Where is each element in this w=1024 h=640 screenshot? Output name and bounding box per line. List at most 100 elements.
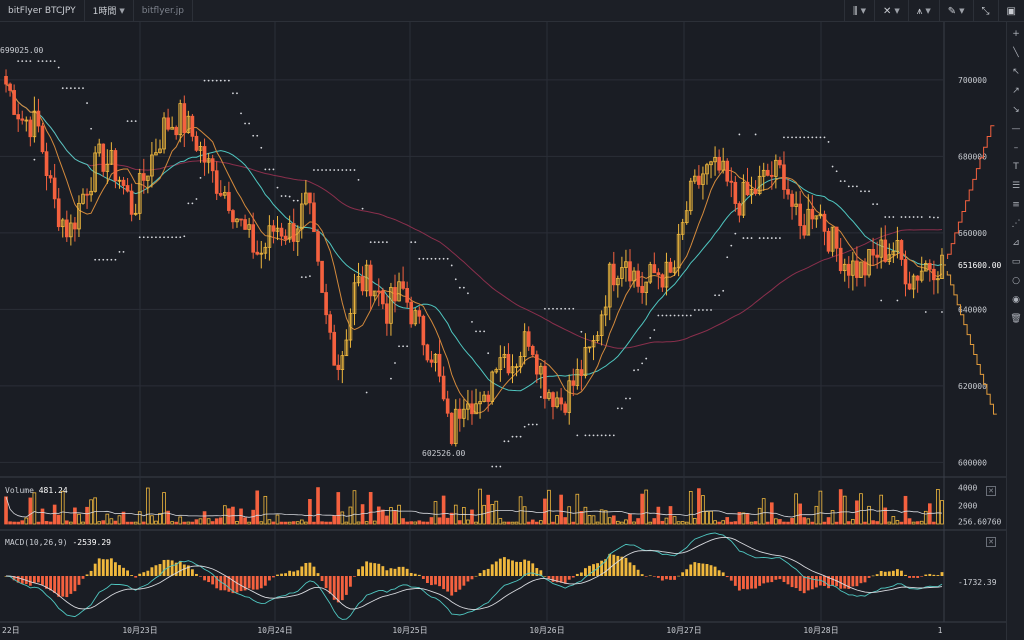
volume-bar <box>312 521 316 525</box>
macd-histogram-bar <box>203 576 206 581</box>
volume-bar <box>401 518 405 525</box>
sar-dot <box>665 314 668 317</box>
sar-dot <box>868 190 870 193</box>
candle-body <box>851 260 855 276</box>
sar-dot <box>851 185 854 188</box>
interval-select[interactable]: 1時間 ▼ <box>85 0 134 22</box>
sar-dot <box>406 345 409 348</box>
sar-dot <box>394 362 396 364</box>
volume-bar <box>620 521 624 525</box>
sar-dot <box>823 136 826 139</box>
sar-dot <box>252 134 255 137</box>
minus-icon[interactable]: – <box>1013 142 1019 153</box>
candle-body <box>336 364 341 370</box>
sar-dot <box>787 136 789 139</box>
volume-bar <box>940 500 944 525</box>
compare-button[interactable]: ⩚ ▼ <box>907 0 939 22</box>
volume-bar <box>121 511 126 525</box>
volume-bar <box>936 489 940 525</box>
sar-dot <box>167 236 169 239</box>
macd-histogram-bar <box>353 576 356 577</box>
macd-histogram-bar <box>417 574 421 576</box>
measure-icon[interactable]: ▭ <box>1011 256 1021 267</box>
volume-bar <box>255 490 260 525</box>
sar-dot <box>479 330 481 333</box>
sar-dot <box>843 180 846 183</box>
draw-button[interactable]: ✎ ▼ <box>938 0 973 22</box>
macd-histogram-bar <box>535 568 539 576</box>
source-url[interactable]: bitflyer.jp <box>134 0 194 22</box>
crosshair-icon[interactable]: + <box>1012 28 1020 39</box>
volume-bar <box>449 512 454 525</box>
volume-bar <box>405 521 409 525</box>
volume-bar <box>684 521 689 525</box>
candle-body <box>437 353 442 377</box>
arrow-up-icon[interactable]: ↗ <box>1012 85 1020 96</box>
candle-body <box>405 287 409 303</box>
candle-body <box>936 278 940 281</box>
sar-dot <box>495 465 498 468</box>
ruler-icon[interactable]: ⊿ <box>1012 237 1020 248</box>
volume-bar <box>911 521 916 525</box>
candle-body <box>575 369 580 386</box>
fib-icon[interactable]: ≡ <box>1012 199 1020 210</box>
volume-bar <box>697 488 701 525</box>
macd-histogram-bar <box>316 573 320 576</box>
macd-histogram-bar <box>640 574 644 576</box>
close-icon[interactable]: ✕ <box>986 486 996 496</box>
macd-histogram-bar <box>498 558 502 576</box>
volume-bar <box>190 521 195 525</box>
candle-body <box>93 152 97 192</box>
sar-dot <box>657 314 660 317</box>
candle-body <box>709 161 713 166</box>
channel-icon[interactable]: ☰ <box>1011 180 1021 191</box>
candle-body <box>291 223 296 242</box>
sar-dot <box>284 195 287 197</box>
candle-body <box>263 246 268 254</box>
pattern-icon[interactable]: ⋰ <box>1011 218 1021 229</box>
macd-histogram-bar <box>620 556 624 576</box>
sar-dot <box>57 66 60 69</box>
arrow-down-icon[interactable]: ↘ <box>1012 104 1020 115</box>
sar-dot <box>17 60 20 63</box>
macd-axis-label: -1732.39 <box>958 578 997 587</box>
volume-bar <box>915 521 920 525</box>
volume-bar <box>563 517 567 525</box>
indicators-button[interactable]: ✕ ▼ <box>873 0 908 22</box>
price-chart[interactable]: 700000 680000 660000 640000 620000 600000 22日 1… <box>0 22 1006 640</box>
line-icon[interactable]: ╲ <box>1013 47 1019 58</box>
trash-icon[interactable]: 🗑 <box>1010 313 1022 324</box>
candle-body <box>883 239 888 262</box>
eye-icon[interactable]: ◉ <box>1012 294 1020 305</box>
chart-type-button[interactable]: ⫼ ▼ <box>843 0 874 22</box>
arrow-icon[interactable]: ↖ <box>1012 66 1020 77</box>
macd-histogram-bar <box>474 575 478 577</box>
screenshot-button[interactable]: ▣ <box>997 0 1024 22</box>
macd-histogram-bar <box>385 570 389 576</box>
candle-body <box>178 103 183 136</box>
volume-bar <box>441 495 446 525</box>
volume-bar <box>453 504 458 525</box>
macd-histogram-bar <box>247 576 251 589</box>
sar-dot <box>795 136 798 139</box>
sar-dot <box>718 294 721 297</box>
volume-tick-label: 256.60760 <box>958 518 1002 527</box>
candle-body <box>591 340 596 348</box>
volume-bar <box>863 521 867 525</box>
sar-dot <box>548 307 550 310</box>
volume-bar <box>352 490 357 525</box>
volume-bar <box>299 519 304 525</box>
candle-body <box>506 353 511 374</box>
symbol-label[interactable]: bitFlyer BTCJPY <box>0 0 85 22</box>
macd-histogram-bar <box>770 576 774 583</box>
candle-body <box>267 225 272 248</box>
volume-bar <box>174 521 179 525</box>
fullscreen-button[interactable]: ⤡ <box>972 0 998 22</box>
text-icon[interactable]: T <box>1013 161 1019 172</box>
horizontal-line-icon[interactable]: — <box>1011 123 1021 134</box>
candle-body <box>899 240 904 260</box>
circle-icon[interactable]: ○ <box>1012 275 1020 286</box>
macd-histogram-bar <box>199 576 202 577</box>
macd-histogram-bar <box>843 576 847 589</box>
close-icon[interactable]: ✕ <box>986 537 996 547</box>
